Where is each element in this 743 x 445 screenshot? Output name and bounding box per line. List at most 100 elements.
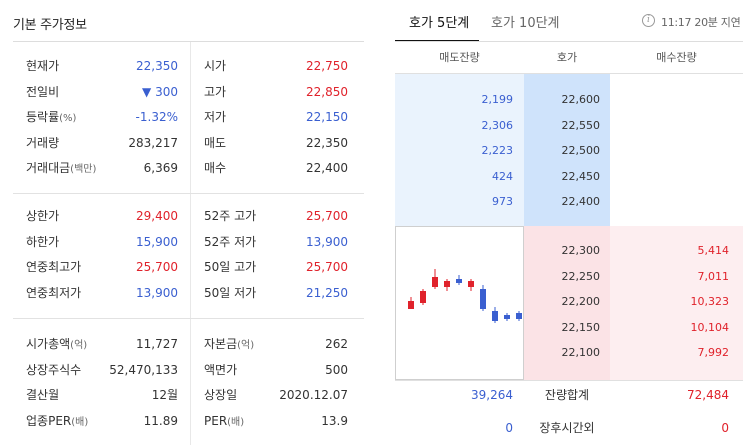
field-value: 13,900 <box>136 285 178 300</box>
field-value: 283,217 <box>128 135 178 150</box>
field-label: 연중최고가 <box>26 260 82 274</box>
field-label: 결산월 <box>26 388 60 402</box>
candle-body <box>444 281 450 287</box>
divider <box>13 41 364 42</box>
info-row: 등락률(%) -1.32% 저가 22,150 <box>0 104 364 130</box>
field-label: 전일비 <box>26 84 60 99</box>
field-label: 업종PER(배) <box>26 413 89 428</box>
info-row: 거래대금(백만) 6,369 매수 22,400 <box>0 155 364 181</box>
candle-body <box>468 281 474 287</box>
field-value: 500 <box>325 362 348 377</box>
candle-body <box>456 279 462 283</box>
candlestick-chart <box>408 269 522 323</box>
field-value: 21,250 <box>306 285 348 300</box>
field-label: 50일 고가 <box>204 260 257 274</box>
field-value: 13,900 <box>306 234 348 249</box>
info-row: 시가총액(억) 11,727 자본금(억) 262 <box>0 331 364 357</box>
field-value: 15,900 <box>136 234 178 249</box>
info-row: 현재가 22,350 시가 22,750 <box>0 53 364 79</box>
delay-time: 11:17 20분 지연 <box>661 16 741 29</box>
field-value: 22,350 <box>306 135 348 150</box>
field-label: 52주 저가 <box>204 234 257 249</box>
field-value: -1.32% <box>135 110 178 124</box>
field-label: 시가 <box>204 59 227 73</box>
field-label: 등락률(%) <box>26 110 77 124</box>
field-value: 29,400 <box>136 209 178 223</box>
field-value: 22,150 <box>306 110 348 124</box>
info-row: 거래량 283,217 매도 22,350 <box>0 130 364 156</box>
candle-body <box>516 313 522 319</box>
bid-price[interactable]: 22,150 <box>561 320 601 334</box>
bid-price[interactable]: 22,300 <box>561 244 601 257</box>
info-row: 결산월 12월 상장일 2020.12.07 <box>0 382 364 408</box>
ask-qty: 2,223 <box>481 144 514 157</box>
field-label: 50일 저가 <box>204 285 257 300</box>
info-icon[interactable]: i <box>642 14 655 27</box>
field-value: 52,470,133 <box>109 362 178 377</box>
bid-price[interactable]: 22,250 <box>561 269 601 283</box>
field-label: 액면가 <box>204 362 238 377</box>
field-label: 고가 <box>204 84 227 99</box>
info-row: 연중최고가 25,700 50일 고가 25,700 <box>0 254 364 280</box>
ask-price[interactable]: 22,550 <box>561 118 601 132</box>
field-label: 거래량 <box>26 135 60 150</box>
field-value: 6,369 <box>143 161 178 175</box>
bid-price[interactable]: 22,100 <box>561 346 601 359</box>
after-hours-ask-qty: 0 <box>505 421 513 435</box>
field-label: 상장일 <box>204 388 238 402</box>
candle-body <box>432 277 438 287</box>
ask-price[interactable]: 22,400 <box>561 195 601 208</box>
tab-10-levels[interactable]: 호가 10단계 <box>491 16 560 31</box>
ask-qty-area <box>395 74 524 226</box>
field-label: 매도 <box>204 135 227 150</box>
field-label: 상장주식수 <box>26 362 82 377</box>
candle-body <box>480 289 486 309</box>
field-value: 2020.12.07 <box>279 388 348 402</box>
field-label: 상한가 <box>26 209 60 223</box>
ask-qty: 973 <box>492 195 513 208</box>
basic-info-panel: 기본 주가정보 현재가 22,350 시가 22,750 전일비 ▼ 300 고가 22,85… <box>0 0 364 445</box>
field-label: 시가총액(억) <box>26 337 88 351</box>
bid-price[interactable]: 22,200 <box>561 295 601 308</box>
bid-qty: 7,011 <box>697 269 730 283</box>
field-value: 13.9 <box>321 413 348 428</box>
divider <box>395 73 743 74</box>
field-value: 25,700 <box>136 260 178 274</box>
field-value: 22,400 <box>306 161 348 175</box>
column-divider <box>190 42 191 445</box>
bid-qty: 7,992 <box>697 346 730 359</box>
after-hours-label: 장후시간외 <box>539 421 595 435</box>
field-value: 11.89 <box>143 413 178 428</box>
tab-5-levels[interactable]: 호가 5단계 <box>409 16 470 31</box>
ask-price-area <box>524 74 610 226</box>
info-row: 하한가 15,900 52주 저가 13,900 <box>0 229 364 255</box>
ask-price[interactable]: 22,500 <box>561 144 601 157</box>
field-value: 22,350 <box>136 59 178 73</box>
bid-qty: 10,104 <box>690 320 730 334</box>
candle-body <box>504 315 510 319</box>
ask-price[interactable]: 22,450 <box>561 169 601 183</box>
ask-price[interactable]: 22,600 <box>561 93 601 106</box>
field-label: 거래대금(백만) <box>26 161 97 175</box>
field-value: 22,850 <box>306 84 348 99</box>
info-row: 상장주식수 52,470,133 액면가 500 <box>0 357 364 383</box>
orderbook-panel: 호가 5단계 호가 10단계 i 11:17 20분 지연 매도잔량 호가 매수… <box>395 0 743 445</box>
info-row: 연중최저가 13,900 50일 저가 21,250 <box>0 280 364 306</box>
candle-body <box>408 301 414 309</box>
field-label: 연중최저가 <box>26 285 82 300</box>
ask-qty: 424 <box>492 169 513 183</box>
ask-qty-header: 매도잔량 <box>439 51 480 64</box>
ask-qty: 2,306 <box>481 118 514 132</box>
orderbook-tabs: 호가 5단계 호가 10단계 i 11:17 20분 지연 <box>395 0 743 42</box>
bid-qty: 5,414 <box>697 244 730 257</box>
candle-body <box>492 311 498 321</box>
bid-qty-area <box>610 226 743 380</box>
field-value: 12월 <box>151 388 178 402</box>
divider <box>13 193 364 194</box>
bid-price-area <box>524 226 610 380</box>
info-row: 업종PER(배) 11.89 PER(배) 13.9 <box>0 408 364 434</box>
total-ask-qty: 39,264 <box>471 388 513 402</box>
field-label: PER(배) <box>204 413 245 428</box>
total-bid-qty: 72,484 <box>687 388 729 402</box>
divider <box>395 41 743 42</box>
